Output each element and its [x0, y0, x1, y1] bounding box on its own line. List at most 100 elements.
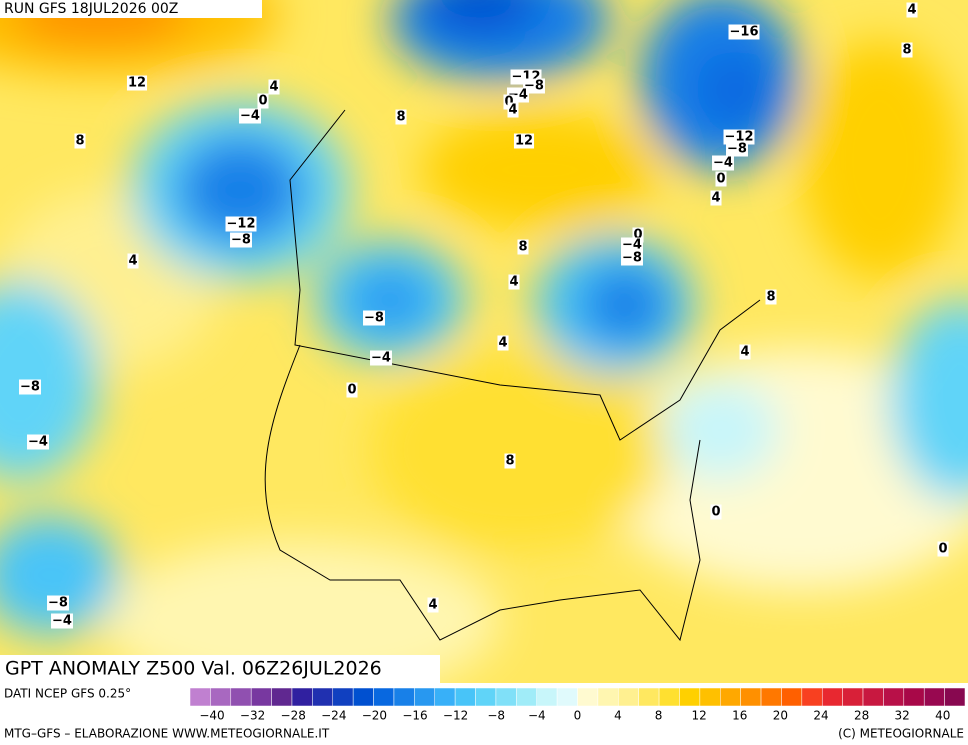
- contour-label: 0: [633, 228, 642, 243]
- contour-label-bg: [901, 42, 913, 58]
- contour-label-bg: [507, 102, 519, 118]
- contour-label: −4: [371, 351, 391, 366]
- colorbar-swatch: [556, 687, 578, 707]
- contour-label: 4: [269, 80, 278, 95]
- contour-label: −8: [231, 233, 251, 248]
- colorbar-swatch: [577, 687, 599, 707]
- contour-label: −4: [713, 156, 733, 171]
- colorbar-swatch: [454, 687, 476, 707]
- contour-label-bg: [712, 155, 734, 171]
- contour-label-bg: [239, 108, 261, 124]
- colorbar-swatch: [332, 687, 354, 707]
- contour-label-bg: [765, 289, 777, 305]
- colorbar-swatch: [210, 687, 232, 707]
- colorbar-label: −28: [281, 709, 306, 723]
- colorbar-swatch: [250, 687, 272, 707]
- credit: MTG–GFS – ELABORAZIONE WWW.METEOGIORNALE…: [4, 727, 330, 741]
- contour-label: 0: [347, 383, 356, 398]
- colorbar-label: −4: [528, 709, 546, 723]
- contour-label: −4: [622, 238, 642, 253]
- contour-label-bg: [257, 93, 269, 109]
- title-box: [0, 655, 440, 683]
- colorbar-label: −20: [362, 709, 387, 723]
- run-box: [0, 0, 262, 18]
- contour-label-bg: [230, 232, 252, 248]
- contour-label: 0: [716, 172, 725, 187]
- colorbar-swatch: [414, 687, 435, 707]
- contour-label-bg: [723, 129, 755, 145]
- colorbar-label: 24: [813, 709, 828, 723]
- colorbar-swatch: [434, 687, 456, 707]
- contour-label-bg: [268, 79, 280, 95]
- colorbar-swatch: [801, 687, 823, 707]
- contour-label-bg: [715, 171, 727, 187]
- colorbar-swatch: [679, 687, 701, 707]
- contour-label-bg: [346, 382, 358, 398]
- contour-label-bg: [395, 109, 407, 125]
- contour-label-bg: [517, 239, 529, 255]
- contour-label: 8: [902, 43, 911, 58]
- contour-label-bg: [508, 274, 520, 290]
- contour-label: 0: [504, 95, 513, 110]
- colorbar-swatch: [230, 687, 252, 707]
- anomaly-field: [0, 0, 968, 683]
- colorbar-swatch: [821, 687, 843, 707]
- colorbar-swatch: [475, 687, 497, 707]
- contour-label-bg: [126, 75, 148, 91]
- contour-label-bg: [51, 613, 73, 629]
- colorbar-label: −24: [321, 709, 346, 723]
- colorbar-label: 20: [773, 709, 788, 723]
- colorbar-swatch: [923, 687, 945, 707]
- colorbar-label: 0: [574, 709, 582, 723]
- run-label: RUN GFS 18JUL2026 00Z: [4, 1, 178, 17]
- copyright: (C) METEOGIORNALE: [838, 727, 964, 741]
- contour-label-bg: [74, 133, 86, 149]
- contour-label: 4: [508, 103, 517, 118]
- colorbar-label: −32: [240, 709, 265, 723]
- colorbar-swatch: [597, 687, 619, 707]
- contour-label: −4: [28, 435, 48, 450]
- source: DATI NCEP GFS 0.25°: [4, 687, 131, 701]
- contour-label: 8: [396, 110, 405, 125]
- colorbar-label: 8: [655, 709, 663, 723]
- colorbar-swatch: [944, 687, 966, 707]
- contour-label-bg: [127, 253, 139, 269]
- contour-label-bg: [906, 2, 918, 18]
- contour-label: 4: [907, 3, 916, 18]
- contour-label: 4: [711, 191, 720, 206]
- contour-label: 12: [128, 76, 146, 91]
- colorbar-swatch: [352, 687, 374, 707]
- colorbar-swatch: [393, 687, 415, 707]
- colorbar-swatch: [781, 687, 803, 707]
- contour-label: 8: [75, 134, 84, 149]
- contour-label: 8: [518, 240, 527, 255]
- contour-label: −8: [48, 596, 68, 611]
- colorbar-swatch: [495, 687, 517, 707]
- contour-label-bg: [621, 237, 643, 253]
- contour-label: −8: [622, 251, 642, 266]
- contour-label: −12: [725, 130, 754, 145]
- contour-label: −4: [240, 109, 260, 124]
- coastline: [264, 109, 761, 642]
- title: GPT ANOMALY Z500 Val. 06Z26JUL2026: [5, 658, 382, 680]
- colorbar-label: 32: [895, 709, 910, 723]
- colorbar-label: 4: [614, 709, 622, 723]
- contour-label-bg: [19, 379, 41, 395]
- colorbar-swatch: [618, 687, 639, 707]
- contour-label: 0: [711, 505, 720, 520]
- contour-label-bg: [504, 453, 516, 469]
- colorbar-label: 16: [732, 709, 747, 723]
- colorbar-label: −12: [443, 709, 468, 723]
- contour-label: 12: [515, 134, 533, 149]
- colorbar-swatch: [291, 687, 313, 707]
- colorbar-swatch: [312, 687, 334, 707]
- contour-label: 4: [498, 336, 507, 351]
- colorbar-swatch: [638, 687, 660, 707]
- colorbar-swatch: [271, 687, 293, 707]
- colorbar-swatch: [536, 687, 558, 707]
- colorbar-label: 12: [692, 709, 707, 723]
- colorbar-swatch: [516, 687, 537, 707]
- contour-label: 0: [258, 94, 267, 109]
- contour-label: 4: [509, 275, 518, 290]
